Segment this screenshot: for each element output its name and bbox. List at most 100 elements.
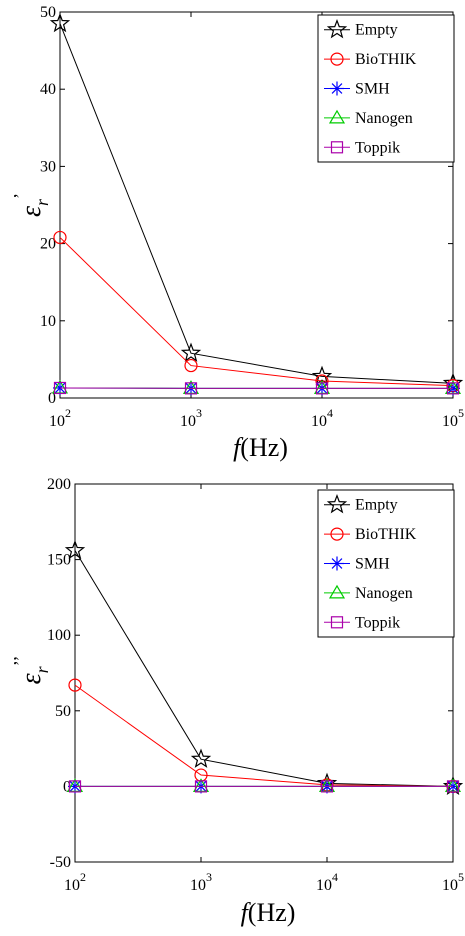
- series-line: [74, 684, 454, 787]
- data-point: [53, 230, 67, 245]
- data-point: [64, 539, 86, 560]
- x-tick-base: 10: [64, 877, 80, 894]
- x-tick-label: 102: [49, 406, 71, 430]
- x-tick-label: 103: [190, 870, 212, 894]
- legend-marker: [328, 584, 346, 599]
- data-point: [180, 342, 202, 362]
- x-axis-unit: (Hz): [240, 433, 288, 462]
- legend-label: BioTHIK: [355, 526, 417, 543]
- y-tick-label: 20: [40, 236, 56, 253]
- x-tick-base: 10: [190, 877, 206, 894]
- series-biothik: [53, 230, 460, 393]
- legend-marker: [328, 109, 346, 124]
- x-tick-base: 10: [311, 413, 327, 430]
- legend-item: Toppik: [324, 139, 400, 156]
- data-point: [53, 381, 67, 395]
- legend: Empty BioTHIK SMH Nanogen Toppik: [317, 489, 455, 638]
- y-axis-subscript: r: [32, 198, 52, 206]
- y-tick-label: -50: [50, 854, 71, 871]
- data-point: [68, 678, 82, 692]
- legend-label: Toppik: [355, 139, 400, 156]
- legend-label: Nanogen: [355, 585, 413, 602]
- y-tick-label: 200: [47, 476, 71, 493]
- y-tick-label: 40: [40, 81, 56, 98]
- y-axis-symbol: ε: [16, 673, 47, 684]
- legend-marker: [330, 527, 344, 541]
- legend-item: Nanogen: [324, 109, 413, 127]
- legend-item: Toppik: [324, 614, 400, 631]
- series-biothik: [68, 678, 460, 794]
- data-point: [446, 780, 460, 793]
- legend-label: SMH: [355, 81, 390, 98]
- data-point: [446, 382, 460, 395]
- legend-label: Empty: [355, 497, 398, 514]
- plot-area-frame: [74, 483, 454, 863]
- data-point: [320, 780, 334, 793]
- legend-marker: [330, 616, 344, 629]
- x-tick-label: 102: [64, 870, 86, 894]
- y-tick-label: 100: [47, 627, 71, 644]
- y-axis-symbol: ε: [16, 206, 47, 217]
- legend-marker: [326, 18, 348, 39]
- x-tick-base: 10: [442, 877, 458, 894]
- legend: Empty BioTHIK SMH Nanogen Toppik: [317, 14, 455, 163]
- x-tick-exponent: 5: [458, 870, 464, 884]
- legend-item: SMH: [324, 81, 390, 98]
- legend-marker: [330, 141, 344, 154]
- x-tick-exponent: 4: [327, 406, 333, 420]
- x-tick-base: 10: [442, 413, 458, 430]
- x-axis-label: f(Hz): [241, 898, 296, 927]
- y-tick-label: 0: [63, 778, 71, 795]
- x-axis-unit: (Hz): [248, 898, 296, 927]
- plot-area-frame: [59, 11, 454, 399]
- x-tick-base: 10: [180, 413, 196, 430]
- y-tick-label: 50: [40, 4, 56, 21]
- legend-label: SMH: [355, 556, 390, 573]
- x-tick-base: 10: [49, 413, 65, 430]
- x-tick-exponent: 3: [196, 406, 202, 420]
- legend-label: Nanogen: [355, 110, 413, 127]
- x-tick-exponent: 3: [206, 870, 212, 884]
- y-axis-label: εr’’: [10, 656, 52, 685]
- legend-item: Empty: [324, 493, 398, 514]
- x-tick-exponent: 5: [458, 406, 464, 420]
- y-axis-subscript: r: [32, 665, 52, 673]
- legend-marker: [326, 493, 348, 514]
- y-tick-label: 150: [47, 552, 71, 569]
- series-nanogen: [51, 379, 462, 394]
- series-line: [59, 237, 454, 387]
- legend-item: SMH: [324, 556, 390, 573]
- data-point: [184, 382, 198, 395]
- x-tick-label: 104: [316, 870, 338, 894]
- x-tick-exponent: 4: [332, 870, 338, 884]
- series-toppik: [53, 381, 460, 395]
- x-tick-base: 10: [316, 877, 332, 894]
- legend-label: Empty: [355, 22, 398, 39]
- y-axis-superscript: ’: [10, 193, 30, 199]
- series-toppik: [68, 780, 460, 793]
- x-tick-label: 105: [442, 406, 464, 430]
- x-axis-variable: f: [241, 898, 252, 927]
- legend-marker: [330, 52, 344, 66]
- data-point: [190, 748, 212, 768]
- legend-marker: [330, 81, 344, 96]
- x-tick-exponent: 2: [65, 406, 71, 420]
- legend-item: Nanogen: [324, 584, 413, 602]
- x-tick-label: 104: [311, 406, 333, 430]
- legend-item: Empty: [324, 18, 398, 39]
- series-line: [59, 23, 454, 384]
- data-point: [49, 12, 71, 33]
- y-tick-label: 0: [48, 390, 56, 407]
- x-tick-label: 105: [442, 870, 464, 894]
- legend-item: BioTHIK: [324, 526, 417, 543]
- data-point: [315, 382, 329, 395]
- y-axis-label: εr’: [10, 193, 52, 217]
- series-line: [74, 550, 454, 787]
- data-point: [68, 780, 82, 793]
- x-axis-variable: f: [233, 433, 244, 462]
- x-axis-label: f(Hz): [233, 433, 288, 462]
- legend-item: BioTHIK: [324, 51, 417, 68]
